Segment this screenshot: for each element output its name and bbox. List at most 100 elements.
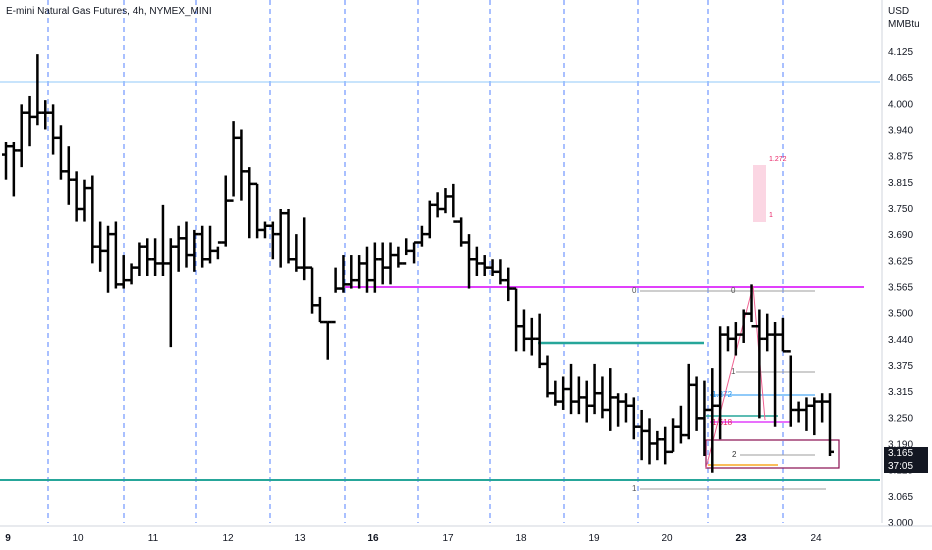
horizontal-lines <box>0 81 880 481</box>
ohlc-bar <box>80 179 89 222</box>
ohlc-bar <box>56 125 65 180</box>
time-tick-label: 23 <box>735 533 747 544</box>
ohlc-bar <box>543 355 552 398</box>
ohlc-bar <box>763 313 772 352</box>
symbol-title: E-mini Natural Gas Futures, 4h, NYMEX_MI… <box>6 6 212 17</box>
ohlc-bar <box>221 175 230 247</box>
price-tick-label: 3.690 <box>888 230 913 241</box>
price-tick-label: 3.875 <box>888 152 913 163</box>
ohlc-bar <box>323 320 332 360</box>
ohlc-bar <box>308 266 317 314</box>
time-tick-label: 20 <box>661 533 673 544</box>
currency-label: USD <box>888 6 910 17</box>
fib-extension-drawing[interactable]: 1.272 1 0 0 1 1.272 1.618 2 1 <box>632 156 840 493</box>
ohlc-bar <box>739 309 748 343</box>
ohlc-bar <box>245 167 254 239</box>
price-tick-label: 3.750 <box>888 204 913 215</box>
ohlc-bar <box>802 397 811 431</box>
time-axis[interactable]: 9 10 11 12 13 16 17 18 19 20 23 24 <box>0 525 932 544</box>
ohlc-bar <box>629 397 638 440</box>
ohlc-bar <box>669 418 678 454</box>
ohlc-bar <box>190 229 199 272</box>
price-tick-label: 3.565 <box>888 283 913 294</box>
price-tick-label: 4.065 <box>888 73 913 84</box>
ohlc-bar <box>347 255 356 289</box>
grid-lines <box>47 0 784 523</box>
ohlc-bar <box>810 397 819 436</box>
fib-label: 0 <box>731 286 736 295</box>
ohlc-bar <box>614 393 623 427</box>
ohlc-bar <box>339 255 348 293</box>
ohlc-bar <box>590 363 599 415</box>
ohlc-bar <box>331 267 340 324</box>
ohlc-bar <box>417 225 426 247</box>
ohlc-bar <box>64 146 73 205</box>
ohlc-bar <box>661 426 670 465</box>
ohlc-bar <box>598 376 607 419</box>
price-axis[interactable]: 4.125 4.065 4.000 3.940 3.875 3.815 3.750 3.690… <box>881 0 913 529</box>
ohlc-bar <box>237 129 246 201</box>
ohlc-bar <box>449 183 458 223</box>
ohlc-bar <box>771 322 780 427</box>
ohlc-bar <box>794 401 803 423</box>
ohlc-bar <box>378 242 387 285</box>
ohlc-bar <box>315 296 324 324</box>
ohlc-bar <box>527 317 536 356</box>
ohlc-bar <box>198 225 207 268</box>
ohlc-bar <box>645 418 654 465</box>
ohlc-bar <box>676 405 685 444</box>
ohlc-bar <box>386 242 395 285</box>
ohlc-bar <box>72 171 81 222</box>
fib-swing-path <box>705 285 766 469</box>
ohlc-bar <box>441 188 450 214</box>
price-tick-label: 3.440 <box>888 335 913 346</box>
ohlc-bar <box>182 221 191 268</box>
ohlc-bar <box>582 380 591 423</box>
time-tick-label: 18 <box>515 533 527 544</box>
fib-upper-label: 1.272 <box>769 156 787 163</box>
ohlc-bar <box>206 225 215 264</box>
time-tick-label: 9 <box>5 533 11 544</box>
price-tick-label: 4.000 <box>888 99 913 110</box>
ohlc-bar <box>512 287 521 352</box>
ohlc-bar <box>166 238 175 348</box>
ohlc-bar <box>574 376 583 415</box>
ohlc-bar <box>480 255 489 276</box>
ohlc-bar <box>826 393 834 457</box>
ohlc-bar <box>49 104 58 155</box>
ohlc-bar <box>41 100 50 130</box>
price-tick-label: 3.375 <box>888 361 913 372</box>
ohlc-bar <box>394 246 403 268</box>
ohlc-bar <box>260 221 269 239</box>
ohlc-bar <box>653 430 662 461</box>
price-tick-label: 3.500 <box>888 309 913 320</box>
ohlc-bar <box>692 376 701 431</box>
ohlc-bar <box>111 221 120 289</box>
ohlc-bar <box>33 54 42 126</box>
price-tick-label: 4.125 <box>888 47 913 58</box>
ohlc-bar <box>786 350 795 427</box>
ohlc-bar <box>410 241 419 264</box>
time-tick-label: 24 <box>810 533 822 544</box>
ohlc-bar <box>9 142 18 197</box>
time-tick-label: 10 <box>72 533 84 544</box>
ohlc-bar <box>818 393 827 423</box>
ohlc-bar <box>284 209 293 264</box>
ohlc-bar <box>504 267 513 302</box>
ohlc-bar <box>567 363 576 415</box>
ohlc-bars <box>2 54 834 473</box>
ohlc-bar <box>25 95 34 147</box>
time-tick-label: 11 <box>148 533 159 544</box>
ohlc-bar <box>355 255 364 289</box>
ohlc-bar <box>362 246 371 293</box>
ohlc-bar <box>472 246 481 276</box>
ohlc-bar <box>292 234 301 272</box>
ohlc-bar <box>127 263 136 285</box>
countdown-tag: 37:05 <box>884 460 928 473</box>
ohlc-bar <box>213 241 222 260</box>
ohlc-bar <box>716 326 725 440</box>
last-price-tag: 3.165 <box>884 447 928 460</box>
price-tick-label: 3.940 <box>888 126 913 137</box>
ohlc-bar <box>433 192 442 218</box>
